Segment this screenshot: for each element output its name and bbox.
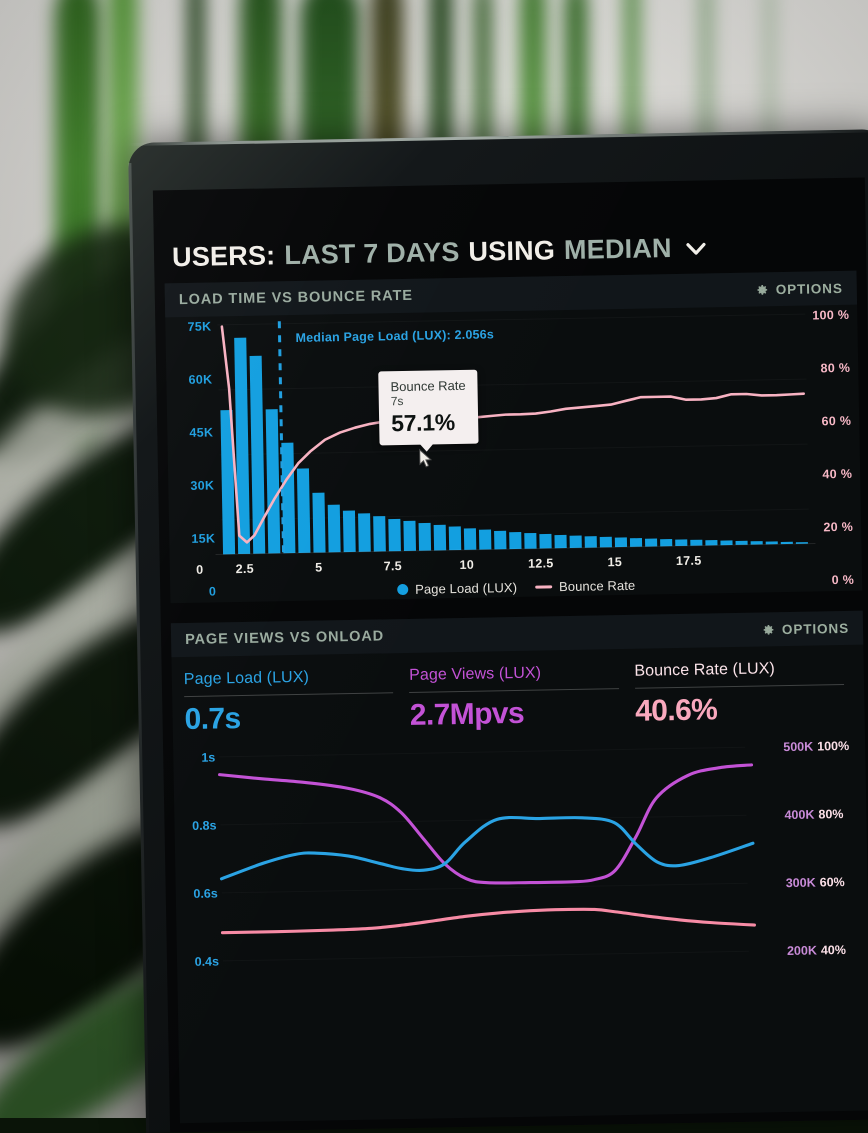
median-vline: [277, 321, 286, 554]
bar[interactable]: [660, 539, 673, 547]
tooltip-value: 57.1%: [390, 409, 456, 437]
bar[interactable]: [358, 513, 371, 552]
chart1-x-tick: 15: [607, 555, 623, 570]
chart-page-views-vs-onload: 1s 0.8s 0.6s 0.4s 500K 400K 300K 200K 10…: [173, 731, 868, 1104]
title-prefix: USERS:: [171, 240, 276, 273]
bar[interactable]: [249, 355, 266, 554]
tooltip-subtitle: 7s: [390, 393, 404, 409]
bar[interactable]: [509, 531, 522, 550]
bar[interactable]: [418, 522, 432, 551]
axis-baseline: [215, 542, 816, 555]
chart1-x-tick: 5: [315, 560, 323, 575]
bar[interactable]: [614, 537, 628, 548]
bar[interactable]: [433, 524, 447, 551]
metric-cards: Page Load (LUX) 0.7s Page Views (LUX) 2.…: [171, 645, 864, 738]
chart1-x-tick: 10: [459, 557, 475, 572]
bar[interactable]: [463, 528, 477, 550]
bar[interactable]: [342, 510, 356, 553]
series-line: [218, 763, 754, 885]
series-line: [220, 907, 756, 935]
metric-label: Page Views (LUX): [408, 664, 542, 684]
bar[interactable]: [735, 540, 748, 545]
bar[interactable]: [720, 540, 733, 546]
panel2-title: PAGE VIEWS VS ONLOAD: [184, 628, 385, 649]
chart1-plot: [215, 321, 816, 555]
bar[interactable]: [373, 516, 386, 552]
bar[interactable]: [524, 532, 537, 549]
bar[interactable]: [584, 536, 597, 548]
bar[interactable]: [629, 538, 643, 547]
bar[interactable]: [780, 541, 793, 545]
panel-load-time-vs-bounce-rate: LOAD TIME VS BOUNCE RATE OPTIONS 75K 60K…: [164, 270, 863, 604]
metric-label: Page Load (LUX): [183, 668, 310, 689]
panel2-options-button[interactable]: OPTIONS: [762, 620, 849, 637]
bar[interactable]: [403, 520, 417, 552]
metric-card-page-views[interactable]: Page Views (LUX) 2.7Mpvs: [409, 663, 628, 733]
panel2-header: PAGE VIEWS VS ONLOAD OPTIONS: [170, 610, 864, 658]
dashboard-title: USERS: LAST 7 DAYS USING MEDIAN: [172, 232, 707, 273]
bar[interactable]: [554, 534, 567, 549]
bar[interactable]: [599, 536, 612, 548]
bar[interactable]: [448, 526, 462, 551]
panel1-options-button[interactable]: OPTIONS: [756, 280, 843, 297]
bar[interactable]: [569, 535, 582, 548]
title-aggregate: MEDIAN: [563, 233, 672, 266]
bar[interactable]: [265, 409, 281, 554]
mouse-cursor-icon: [419, 448, 434, 468]
bar[interactable]: [312, 492, 326, 553]
laptop-device: USERS: LAST 7 DAYS USING MEDIAN LOAD TIM…: [128, 129, 868, 1133]
title-range: LAST 7 DAYS: [284, 236, 460, 271]
bar[interactable]: [539, 533, 552, 549]
bar[interactable]: [675, 539, 688, 547]
legend-line-icon: [535, 585, 553, 589]
bounce-rate-tooltip: Bounce Rate 7s 57.1%: [378, 369, 479, 446]
chart1-x-tick: 12.5: [527, 556, 554, 571]
bar[interactable]: [296, 468, 311, 553]
bar[interactable]: [494, 530, 507, 550]
bar[interactable]: [327, 504, 341, 553]
bar[interactable]: [234, 337, 251, 555]
chart1-x-tick: 2.5: [235, 561, 255, 577]
metric-card-page-load[interactable]: Page Load (LUX) 0.7s: [184, 667, 403, 737]
metric-value: 40.6%: [634, 693, 718, 728]
bar[interactable]: [705, 540, 718, 546]
panel2-options-label: OPTIONS: [781, 620, 850, 637]
title-using: USING: [468, 235, 556, 267]
gear-icon: [762, 623, 775, 636]
legend-item-bounce-rate[interactable]: Bounce Rate: [535, 577, 636, 595]
legend-label: Page Load (LUX): [414, 579, 518, 597]
bar[interactable]: [795, 542, 808, 544]
bar[interactable]: [645, 538, 658, 547]
chart1-x-tick: 17.5: [675, 553, 702, 569]
tooltip-title: Bounce Rate: [390, 377, 466, 395]
legend-dot-icon: [397, 583, 409, 596]
panel1-header: LOAD TIME VS BOUNCE RATE OPTIONS: [164, 270, 858, 318]
panel1-options-label: OPTIONS: [775, 280, 843, 297]
metric-value: 2.7Mpvs: [409, 696, 525, 732]
bar[interactable]: [765, 541, 778, 545]
bar[interactable]: [388, 518, 401, 552]
bar[interactable]: [690, 539, 703, 546]
chart2-plot: [218, 763, 756, 935]
chevron-down-icon[interactable]: [685, 237, 707, 259]
panel-page-views-vs-onload: PAGE VIEWS VS ONLOAD OPTIONS Page Load (…: [170, 610, 868, 1124]
series-line: [219, 815, 755, 881]
metric-label: Bounce Rate (LUX): [634, 660, 775, 680]
bounce-rate-line: [220, 325, 806, 544]
chart1-x-tick: 7.5: [383, 559, 403, 574]
bar[interactable]: [750, 541, 763, 545]
bar[interactable]: [478, 529, 492, 550]
panel1-title: LOAD TIME VS BOUNCE RATE: [178, 287, 414, 309]
laptop-screen: USERS: LAST 7 DAYS USING MEDIAN LOAD TIM…: [152, 177, 868, 1133]
legend-item-page-load[interactable]: Page Load (LUX): [397, 580, 517, 597]
metric-card-bounce-rate[interactable]: Bounce Rate (LUX) 40.6%: [634, 659, 853, 729]
bar[interactable]: [220, 409, 236, 555]
gear-icon: [756, 283, 769, 296]
metric-value: 0.7s: [184, 702, 241, 737]
legend-label: Bounce Rate: [558, 577, 636, 595]
chart-load-time-vs-bounce-rate: 75K 60K 45K 30K 15K 0 100 % 80 % 60 % 40…: [165, 305, 862, 604]
